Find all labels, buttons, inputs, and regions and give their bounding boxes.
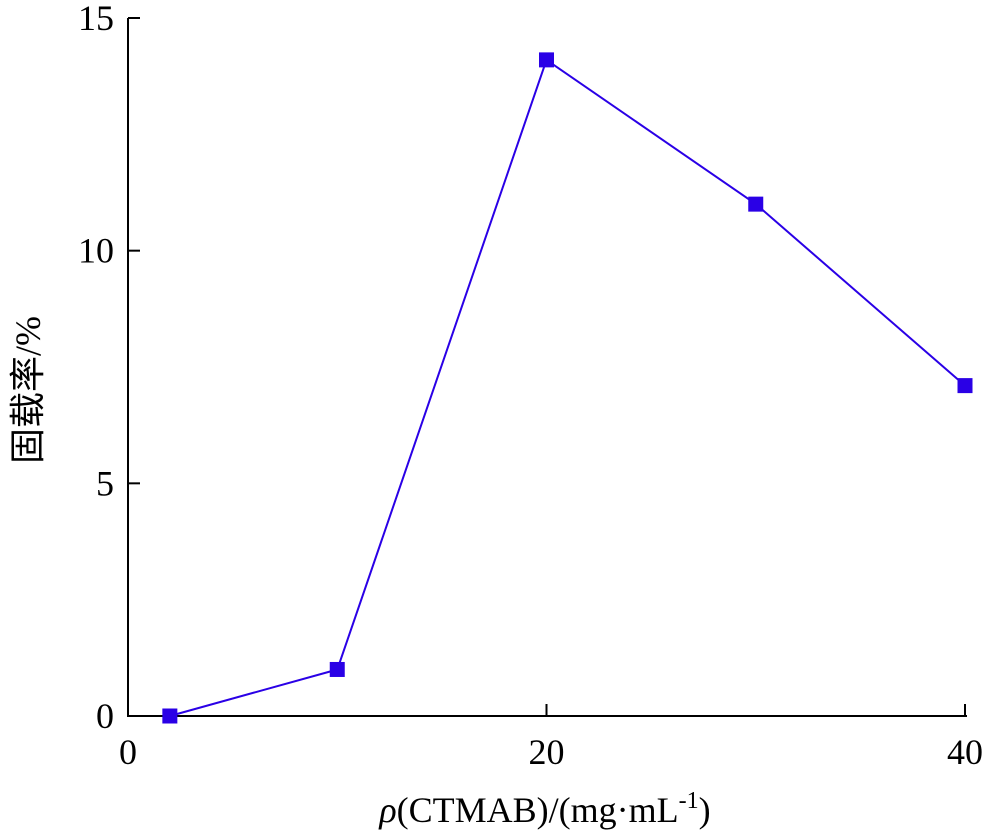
x-axis-title-rho: ρ [378,790,396,830]
y-tick-label: 5 [96,463,114,503]
data-point-marker [162,708,178,724]
data-point-marker [539,52,554,68]
x-tick-label: 0 [119,732,137,772]
series-line [169,58,966,717]
x-tick-label: 40 [947,732,983,772]
plot-area [162,52,973,724]
y-axis-title: 固载率/% [8,316,48,464]
x-axis-title: ρ(CTMAB)/(mg·mL-1) [378,788,710,830]
x-ticks: 0 20 40 [119,704,983,772]
y-tick-label: 10 [78,231,114,271]
axes [127,18,967,717]
y-tick-label: 15 [78,0,114,38]
x-axis-title-superscript: -1 [679,788,699,814]
x-axis-title-close: ) [699,790,711,830]
x-axis-title-text: (CTMAB)/(mg·mL [397,790,679,830]
x-tick-label: 20 [529,732,565,772]
y-ticks: 0 5 10 15 [78,0,140,736]
data-point-marker [957,378,973,394]
data-point-marker [329,661,345,677]
data-point-marker [748,196,764,212]
y-tick-label: 0 [96,696,114,736]
